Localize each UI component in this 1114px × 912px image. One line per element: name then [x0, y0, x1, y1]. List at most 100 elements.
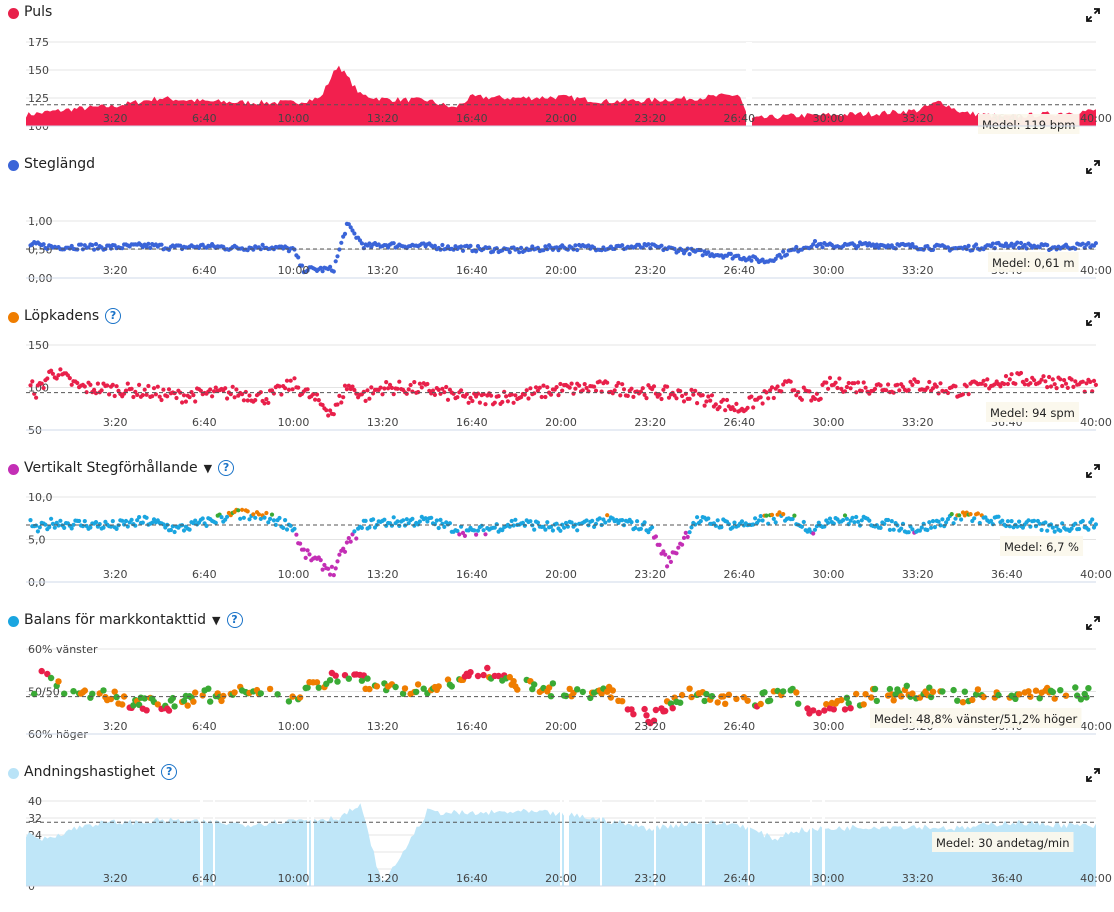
- scatter-point: [395, 519, 400, 524]
- expand-icon[interactable]: [1086, 8, 1100, 22]
- scatter-point: [361, 246, 366, 251]
- scatter-point: [387, 382, 393, 387]
- scatter-point: [62, 525, 67, 530]
- x-tick-label: 16:40: [456, 568, 488, 581]
- scatter-point: [468, 395, 473, 400]
- scatter-point: [829, 242, 835, 248]
- scatter-point: [853, 690, 860, 698]
- scatter-point: [219, 515, 224, 520]
- scatter-point: [681, 399, 687, 404]
- scatter-point: [1071, 384, 1076, 389]
- help-icon[interactable]: ?: [226, 612, 243, 628]
- scatter-point: [232, 395, 237, 400]
- scatter-point: [689, 387, 694, 392]
- scatter-point: [69, 526, 74, 531]
- scatter-point: [792, 388, 797, 393]
- scatter-point: [601, 517, 606, 522]
- scatter-point: [930, 247, 936, 252]
- x-tick-label: 33:20: [902, 568, 934, 581]
- panel-header: Balans för markkontakttid ▼?: [0, 608, 1114, 632]
- data-gap: [564, 799, 566, 886]
- scatter-point: [823, 701, 830, 708]
- scatter-point: [187, 395, 192, 400]
- scatter-point: [151, 386, 157, 391]
- scatter-point: [75, 380, 80, 386]
- scatter-point: [845, 700, 852, 707]
- scatter-point: [972, 691, 980, 698]
- x-tick-label: 40:00: [1080, 264, 1112, 277]
- scatter-point: [1084, 381, 1089, 386]
- expand-icon[interactable]: [1086, 160, 1100, 174]
- scatter-point: [342, 383, 348, 388]
- scatter-point: [719, 525, 724, 530]
- scatter-point: [554, 385, 559, 390]
- data-gap: [200, 799, 203, 886]
- scatter-point: [545, 385, 550, 390]
- scatter-point: [326, 566, 331, 571]
- dropdown-caret-icon[interactable]: ▼: [203, 461, 213, 475]
- scatter-point: [468, 243, 473, 248]
- scatter-point: [459, 388, 464, 393]
- scatter-point: [99, 388, 104, 393]
- scatter-point: [238, 516, 243, 521]
- scatter-point: [977, 520, 982, 526]
- scatter-point: [607, 694, 615, 701]
- scatter-point: [744, 697, 751, 704]
- scatter-point: [342, 231, 348, 236]
- scatter-point: [584, 518, 589, 523]
- panel-title-row: Vertikalt Stegförhållande ▼?: [24, 460, 235, 476]
- scatter-point: [420, 685, 427, 692]
- legend-dot: [8, 464, 19, 475]
- x-tick-label: 16:40: [456, 872, 488, 885]
- scatter-point: [180, 697, 188, 705]
- scatter-point: [1062, 692, 1070, 699]
- x-tick-label: 13:20: [367, 720, 399, 733]
- scatter-point: [689, 525, 694, 530]
- panel-header: Puls: [0, 0, 1114, 24]
- panel-title: Vertikalt Stegförhållande: [24, 460, 198, 476]
- scatter-point: [543, 527, 548, 532]
- scatter-point: [1080, 241, 1085, 246]
- scatter-point: [391, 515, 396, 520]
- help-icon[interactable]: ?: [218, 460, 235, 476]
- dropdown-caret-icon[interactable]: ▼: [212, 613, 221, 627]
- expand-icon[interactable]: [1086, 616, 1100, 630]
- expand-icon[interactable]: [1086, 312, 1100, 326]
- scatter-point: [1007, 377, 1012, 382]
- help-icon[interactable]: ?: [161, 764, 178, 780]
- scatter-point: [181, 528, 187, 533]
- scatter-point: [657, 542, 662, 547]
- expand-icon[interactable]: [1086, 768, 1100, 782]
- x-tick-label: 6:40: [192, 720, 217, 733]
- scatter-point: [974, 242, 979, 247]
- scatter-point: [332, 672, 339, 679]
- x-tick-label: 40:00: [1080, 872, 1112, 885]
- panel-title-row: Puls: [24, 4, 52, 20]
- scatter-point: [562, 692, 570, 700]
- expand-icon[interactable]: [1086, 464, 1100, 478]
- scatter-point: [843, 694, 851, 701]
- scatter-point: [165, 394, 170, 399]
- scatter-point: [502, 389, 507, 394]
- x-tick-label: 6:40: [192, 568, 217, 581]
- scatter-point: [45, 376, 50, 381]
- scatter-point: [459, 244, 464, 249]
- scatter-point: [365, 388, 370, 393]
- scatter-point: [81, 687, 89, 694]
- scatter-point: [28, 518, 33, 523]
- scatter-point: [253, 515, 258, 520]
- scatter-point: [223, 386, 228, 391]
- data-gap: [307, 799, 309, 886]
- scatter-point: [812, 527, 818, 532]
- scatter-point: [1093, 241, 1098, 246]
- scatter-point: [730, 525, 735, 530]
- scatter-point: [666, 395, 672, 400]
- scatter-point: [826, 520, 831, 525]
- x-tick-label: 30:00: [813, 568, 845, 581]
- scatter-point: [528, 386, 533, 391]
- help-icon[interactable]: ?: [105, 308, 122, 324]
- scatter-point: [44, 670, 51, 678]
- scatter-point: [204, 523, 209, 528]
- scatter-point: [344, 540, 349, 545]
- scatter-point: [440, 386, 445, 391]
